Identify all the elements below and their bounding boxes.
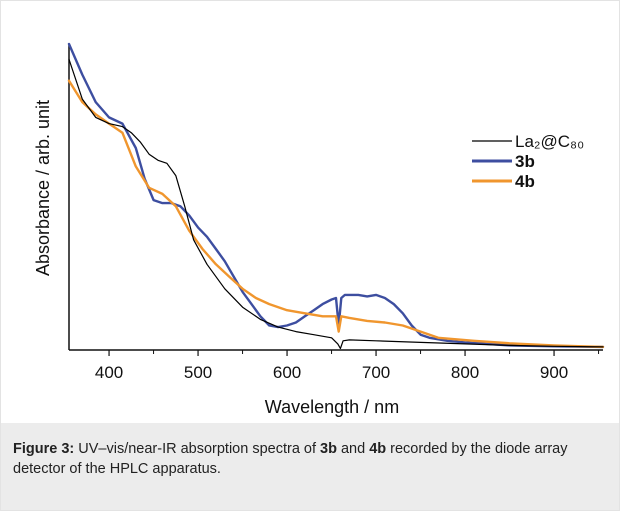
- caption-text: UV–vis/near-IR absorption spectra of: [74, 441, 321, 457]
- figure-caption: Figure 3: UV–vis/near-IR absorption spec…: [1, 423, 619, 510]
- legend-label: La₂@C₈₀: [515, 132, 584, 151]
- legend-label: 3b: [515, 152, 535, 171]
- x-tick-label: 900: [540, 363, 568, 382]
- x-tick-label: 500: [184, 363, 212, 382]
- x-axis-title: Wavelength / nm: [265, 397, 399, 417]
- caption-text: recorded by the diode array detector of …: [13, 441, 568, 477]
- caption-compound-label: 4b: [369, 441, 387, 457]
- caption-compound-label: 3b: [320, 441, 337, 457]
- y-axis-title: Absorbance / arb. unit: [33, 100, 53, 276]
- caption-title: Figure 3:: [13, 441, 75, 457]
- x-tick-label: 800: [451, 363, 479, 382]
- caption-body: UV–vis/near-IR absorption spectra of 3b …: [13, 441, 568, 477]
- caption-text: and: [336, 441, 370, 457]
- series-line-4b: [67, 79, 605, 349]
- chart-axes: 400 500 600 700 800 900: [68, 44, 603, 382]
- x-tick-label: 600: [273, 363, 301, 382]
- series-line-3b: [67, 42, 605, 349]
- series-line-la-c-: [68, 58, 604, 350]
- x-tick-label: 400: [95, 363, 123, 382]
- series-layer: [67, 42, 605, 350]
- x-tick-label: 700: [362, 363, 390, 382]
- legend-label: 4b: [515, 172, 535, 191]
